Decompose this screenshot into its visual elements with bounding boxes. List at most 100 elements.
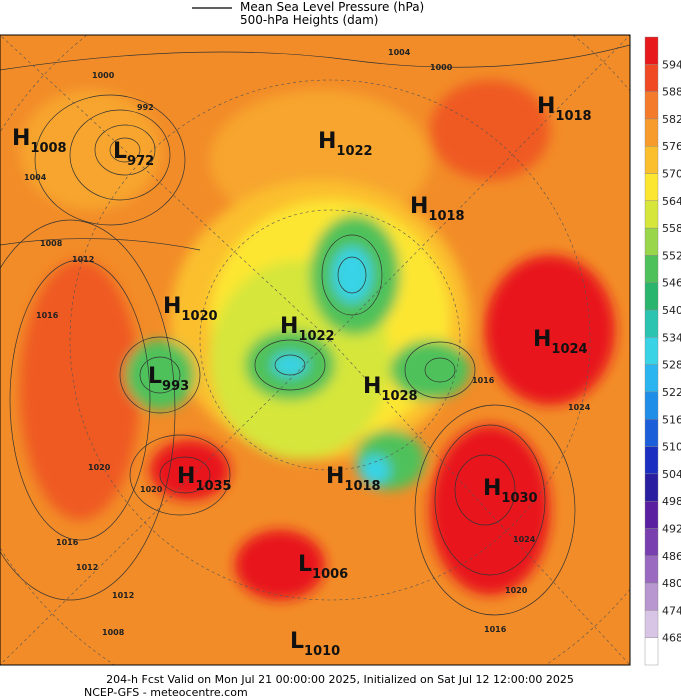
- colorbar-band: [644, 309, 659, 338]
- pressure-center: H1018: [537, 94, 592, 124]
- center-pressure: 1022: [298, 329, 334, 344]
- isobar-label: 1020: [140, 485, 163, 494]
- colorbar-band: [644, 637, 659, 666]
- pressure-center: H1022: [280, 314, 335, 344]
- isobar-label: 1016: [36, 311, 59, 320]
- colorbar-band: [644, 528, 659, 556]
- colorbar-label: 474: [662, 604, 681, 617]
- colorbar-label: 540: [662, 304, 681, 317]
- center-type: L: [113, 139, 127, 164]
- legend-text: 500-hPa Heights (dam): [240, 13, 378, 27]
- colorbar-label: 576: [662, 140, 681, 153]
- center-pressure: 1028: [381, 389, 417, 404]
- isobar-label: 1024: [513, 535, 536, 544]
- center-pressure: 1030: [501, 491, 537, 506]
- center-type: H: [537, 94, 555, 119]
- colorbar-band: [644, 364, 659, 393]
- isobar-label: 1004: [24, 173, 47, 182]
- colorbar-band: [644, 200, 659, 229]
- pressure-center: L972: [113, 139, 154, 169]
- colorbar-label: 492: [662, 522, 681, 535]
- colorbar-band: [644, 337, 659, 365]
- isobar-label: 1008: [40, 239, 63, 248]
- colorbar-band: [644, 500, 659, 529]
- isobar-label: 1012: [72, 255, 94, 264]
- isobar-label: 1016: [484, 625, 507, 634]
- footer-text: 204-h Fcst Valid on Mon Jul 21 00:00:00 …: [106, 673, 574, 686]
- center-type: H: [163, 294, 181, 319]
- colorbar-label: 594: [662, 58, 681, 71]
- colorbar-label: 510: [662, 441, 681, 454]
- center-pressure: 1035: [195, 479, 231, 494]
- isobar-label: 1012: [112, 591, 134, 600]
- isobar-label: 1024: [568, 403, 591, 412]
- center-type: H: [326, 464, 344, 489]
- colorbar-label: 486: [662, 550, 681, 563]
- center-pressure: 1018: [428, 209, 464, 224]
- center-type: H: [177, 464, 195, 489]
- center-type: H: [533, 327, 551, 352]
- pressure-center: H1020: [163, 294, 218, 324]
- isobar-label: 1016: [56, 538, 79, 547]
- colorbar-label: 588: [662, 86, 681, 99]
- isobar-label: 1012: [76, 563, 98, 572]
- center-pressure: 1006: [312, 567, 348, 582]
- center-pressure: 1018: [344, 479, 380, 494]
- colorbar-band: [644, 582, 659, 611]
- colorbar-band: [644, 64, 659, 92]
- isobar-label: 1008: [102, 628, 125, 637]
- pressure-center: H1028: [363, 374, 418, 404]
- legend-text: Mean Sea Level Pressure (hPa): [240, 0, 424, 14]
- pressure-center: H1018: [326, 464, 381, 494]
- pressure-center: H1024: [533, 327, 588, 357]
- colorbar-label: 516: [662, 413, 681, 426]
- center-type: L: [298, 552, 312, 577]
- center-pressure: 972: [127, 154, 154, 169]
- colorbar-band: [644, 610, 659, 638]
- isobar-label: 1020: [88, 463, 111, 472]
- colorbar: 594 588 582 576 570 564 558 552 546 540 534 528 522 5…: [644, 36, 681, 666]
- colorbar-label: 534: [662, 331, 681, 344]
- isobar-label: 1020: [505, 586, 528, 595]
- center-pressure: 1020: [181, 309, 217, 324]
- colorbar-label: 582: [662, 113, 681, 126]
- colorbar-label: 528: [662, 359, 681, 372]
- colorbar-label: 504: [662, 468, 681, 481]
- isobar-label: 1000: [92, 71, 115, 80]
- center-type: L: [290, 629, 304, 654]
- center-type: H: [410, 194, 428, 219]
- colorbar-band: [644, 473, 659, 502]
- colorbar-label: 564: [662, 195, 681, 208]
- pressure-center: H1008: [12, 126, 67, 156]
- pressure-center: H1018: [410, 194, 465, 224]
- center-pressure: 1024: [551, 342, 587, 357]
- colorbar-label: 546: [662, 277, 681, 290]
- colorbar-label: 570: [662, 168, 681, 181]
- colorbar-band: [644, 36, 659, 65]
- colorbar-band: [644, 255, 659, 283]
- center-pressure: 993: [162, 379, 189, 394]
- colorbar-label: 480: [662, 577, 681, 590]
- center-type: H: [280, 314, 298, 339]
- pressure-center: H1022: [318, 129, 373, 159]
- pressure-center: H1035: [177, 464, 232, 494]
- pressure-center: H1030: [483, 476, 538, 506]
- colorbar-label: 552: [662, 249, 681, 262]
- colorbar-band: [644, 391, 659, 420]
- footer-text: NCEP-GFS - meteocentre.com: [84, 686, 248, 699]
- colorbar-band: [644, 419, 659, 447]
- center-type: H: [483, 476, 501, 501]
- isobar-label: 1004: [388, 48, 411, 57]
- center-type: H: [318, 129, 336, 154]
- colorbar-band: [644, 91, 659, 120]
- center-pressure: 1018: [555, 109, 591, 124]
- center-type: L: [148, 364, 162, 389]
- center-type: H: [363, 374, 381, 399]
- colorbar-band: [644, 227, 659, 256]
- colorbar-label: 558: [662, 222, 681, 235]
- isobar-label: 992: [137, 103, 154, 112]
- colorbar-band: [644, 173, 659, 202]
- colorbar-band: [644, 446, 659, 475]
